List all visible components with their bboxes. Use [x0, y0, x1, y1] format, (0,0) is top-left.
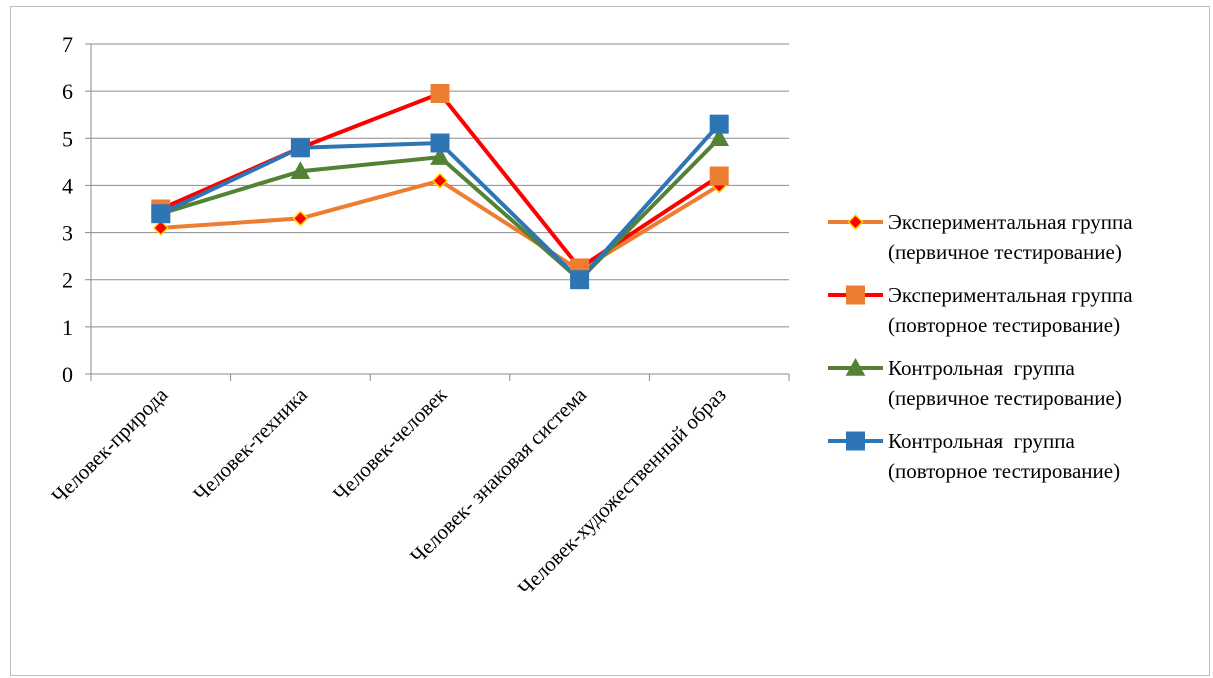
y-tick-labels: 0 1 2 3 4 5 6 7	[62, 32, 73, 387]
legend-item-4: Контрольная группа (повторное тестировани…	[828, 429, 1120, 483]
y-tick-label: 3	[62, 221, 73, 246]
y-tick-label: 1	[62, 315, 73, 340]
legend-item-2: Экспериментальная группа (повторное тести…	[828, 283, 1133, 337]
data-point-s4	[570, 270, 590, 290]
data-point-s3	[290, 161, 311, 179]
x-tick-labels: Человек-природа Человек-техника Человек-че…	[47, 382, 731, 600]
x-tick-label: Человек-человек	[328, 382, 452, 506]
data-point-s1	[152, 219, 169, 236]
line-chart: 0 1 2 3 4 5 6 7 Человек-природа Человек-техника Ч…	[47, 32, 1134, 600]
legend-swatch-marker	[845, 357, 866, 376]
data-point-s4	[430, 133, 450, 153]
data-point-s2	[709, 166, 729, 186]
y-tick-label: 7	[62, 32, 73, 57]
data-point-s4	[709, 114, 729, 134]
legend-label: (первичное тестирование)	[888, 240, 1122, 264]
data-point-s3	[430, 147, 450, 165]
x-tick-label: Человек-техника	[188, 382, 312, 506]
legend-label: (первичное тестирование)	[888, 386, 1122, 410]
series-markers	[150, 84, 730, 290]
legend-item-1: Экспериментальная группа (первичное тести…	[828, 210, 1133, 264]
legend-label: (повторное тестирование)	[888, 459, 1120, 483]
y-tick-label: 2	[62, 268, 73, 293]
y-tick-label: 0	[62, 362, 73, 387]
y-tick-label: 6	[62, 79, 73, 104]
data-point-s2	[430, 84, 450, 103]
data-point-s1	[292, 210, 309, 227]
x-tick-label: Человек-природа	[47, 382, 173, 508]
legend-swatch-marker	[847, 213, 864, 231]
legend-swatch-marker	[846, 285, 865, 305]
legend-label: Контрольная группа	[888, 429, 1075, 453]
legend-item-3: Контрольная группа (первичное тестировани…	[828, 356, 1122, 410]
legend-label: Экспериментальная группа	[888, 283, 1133, 307]
legend: Экспериментальная группа (первичное тести…	[828, 210, 1133, 483]
data-point-s3	[709, 128, 730, 146]
legend-label: Контрольная группа	[888, 356, 1075, 380]
data-point-s4	[151, 204, 171, 224]
y-tick-label: 5	[62, 126, 73, 151]
data-point-s4	[290, 138, 310, 158]
data-point-s1	[431, 172, 449, 189]
legend-label: (повторное тестирование)	[888, 313, 1120, 337]
chart-frame: 0 1 2 3 4 5 6 7 Человек-природа Человек-техника Ч…	[10, 6, 1210, 676]
legend-label: Экспериментальная группа	[888, 210, 1133, 234]
y-tick-label: 4	[62, 173, 73, 198]
legend-swatch-marker	[846, 431, 865, 451]
axes	[85, 43, 790, 381]
